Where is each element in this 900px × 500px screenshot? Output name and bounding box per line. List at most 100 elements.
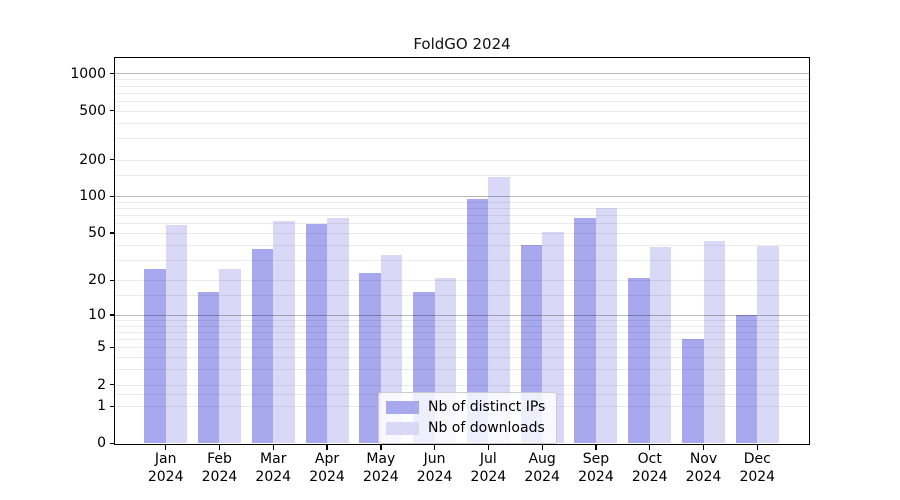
y-tick-label: 5: [97, 339, 106, 356]
gridline-minor: [115, 208, 809, 210]
y-tick-label: 200: [79, 151, 106, 168]
nb-of-distinct-ips-bar-dec: [735, 315, 758, 444]
y-tick-label: 20: [88, 272, 106, 289]
y-tick: [110, 110, 115, 112]
gridline-minor: [115, 100, 809, 102]
y-tick: [110, 383, 115, 386]
legend-swatch-distinct-ips: [386, 401, 419, 414]
nb-of-distinct-ips-bar-jan: [144, 268, 166, 444]
x-tick-label: Dec 2024: [739, 451, 776, 485]
nb-of-downloads-bar-jul: [488, 176, 510, 444]
gridline-major: [115, 195, 809, 198]
nb-of-downloads-bar-oct: [649, 247, 672, 444]
gridline-major: [115, 314, 809, 316]
y-tick: [110, 314, 115, 316]
x-tick: [165, 445, 167, 450]
gridline-minor: [115, 244, 809, 246]
gridline-minor: [115, 174, 809, 176]
gridline-minor: [115, 339, 809, 341]
y-tick-label: 1000: [70, 65, 106, 82]
y-tick: [110, 73, 115, 75]
y-tick-label: 50: [88, 224, 106, 241]
gridline-minor: [115, 259, 809, 261]
y-tick: [110, 405, 115, 407]
gridline-minor: [115, 280, 809, 282]
x-tick: [326, 445, 328, 450]
y-tick-label: 500: [79, 102, 106, 119]
legend-item-downloads: Nb of downloads: [386, 420, 545, 437]
x-tick-label: Oct 2024: [631, 451, 668, 485]
legend-label-downloads: Nb of downloads: [428, 420, 545, 436]
nb-of-distinct-ips-bar-sep: [574, 217, 596, 444]
y-tick-label: 2: [97, 376, 106, 393]
nb-of-distinct-ips-bar-feb: [197, 291, 220, 444]
x-tick: [756, 445, 758, 450]
nb-of-downloads-bar-aug: [542, 231, 564, 444]
y-tick: [110, 442, 115, 444]
plot-area: [115, 58, 809, 444]
x-tick-label: Mar 2024: [255, 451, 292, 485]
gridline-minor: [115, 332, 809, 334]
x-tick: [595, 445, 597, 450]
x-tick: [434, 445, 436, 450]
x-tick-label: Feb 2024: [201, 451, 238, 485]
gridline-minor: [115, 201, 809, 203]
nb-of-downloads-bar-mar: [273, 220, 295, 444]
x-tick: [272, 445, 274, 450]
gridline-minor: [115, 294, 809, 296]
x-tick: [380, 445, 382, 450]
gridline-minor: [115, 232, 809, 234]
y-tick-label: 0: [97, 435, 106, 452]
y-tick: [110, 346, 115, 349]
y-tick: [110, 195, 115, 198]
gridline-major: [115, 73, 809, 75]
gridline-minor: [115, 384, 809, 386]
x-tick: [649, 445, 651, 450]
legend-item-distinct-ips: Nb of distinct IPs: [386, 399, 545, 416]
gridline-minor: [115, 320, 809, 322]
x-tick: [218, 445, 221, 450]
x-tick-label: Aug 2024: [524, 451, 560, 485]
y-tick-label: 100: [79, 188, 106, 205]
x-tick-label: Jun 2024: [416, 451, 453, 485]
gridline-minor: [115, 347, 809, 349]
x-tick-label: Jan 2024: [147, 451, 184, 485]
x-tick-label: Nov 2024: [685, 451, 722, 485]
nb-of-downloads-bar-jan: [165, 225, 188, 444]
legend: Nb of distinct IPs Nb of downloads: [378, 392, 558, 444]
legend-label-distinct-ips: Nb of distinct IPs: [428, 399, 546, 415]
gridline-minor: [115, 79, 809, 81]
y-tick-label: 1: [97, 398, 106, 415]
y-tick-label: 10: [88, 307, 106, 323]
gridline-minor: [115, 110, 809, 112]
x-tick-label: Apr 2024: [309, 451, 345, 485]
y-tick: [110, 279, 115, 282]
chart-title: FoldGO 2024: [413, 35, 511, 53]
gridline-minor: [115, 137, 809, 139]
gridline-minor: [115, 357, 809, 359]
gridline-minor: [115, 223, 809, 225]
nb-of-downloads-bar-sep: [595, 208, 618, 444]
nb-of-downloads-bar-feb: [219, 268, 241, 444]
nb-of-distinct-ips-bar-jul: [466, 199, 489, 444]
x-tick-label: Jul 2024: [470, 451, 507, 485]
x-tick: [487, 445, 490, 450]
gridline-minor: [115, 85, 809, 87]
nb-of-distinct-ips-bar-nov: [682, 339, 704, 444]
nb-of-distinct-ips-bar-may: [359, 273, 381, 444]
x-tick-label: May 2024: [362, 451, 399, 485]
legend-swatch-downloads: [386, 422, 419, 435]
gridline-minor: [115, 325, 809, 327]
nb-of-downloads-bar-nov: [703, 240, 725, 444]
nb-of-downloads-bar-apr: [327, 217, 349, 444]
gridline-minor: [115, 92, 809, 94]
nb-of-downloads-bar-dec: [757, 245, 779, 444]
gridline-minor: [115, 215, 809, 217]
nb-of-distinct-ips-bar-mar: [251, 248, 274, 444]
y-tick: [110, 232, 115, 234]
x-tick: [702, 445, 705, 450]
gridline-minor: [115, 159, 809, 161]
nb-of-distinct-ips-bar-apr: [305, 224, 328, 444]
x-tick-label: Sep 2024: [578, 451, 614, 485]
